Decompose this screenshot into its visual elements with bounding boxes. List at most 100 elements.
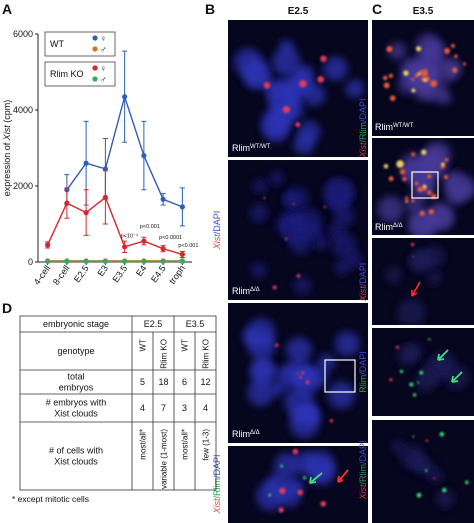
- signal: [423, 78, 427, 82]
- signal: [465, 480, 469, 485]
- signal: [396, 160, 404, 168]
- signal: [419, 370, 424, 375]
- data-point: [64, 258, 70, 265]
- signal: [329, 418, 334, 423]
- side-label-part: /Rlim: [212, 478, 222, 499]
- panel-label: D: [2, 300, 12, 316]
- signal: [416, 46, 422, 52]
- signal: [454, 54, 458, 59]
- nucleus: [273, 452, 300, 479]
- nucleus: [377, 195, 404, 223]
- table-cell: 7: [161, 403, 166, 413]
- signal: [428, 209, 434, 215]
- caption-sup: Δ/Δ: [250, 287, 260, 293]
- signal: [317, 75, 325, 83]
- table-cell: Rlim KO: [160, 339, 169, 369]
- inset-box: [411, 171, 439, 199]
- signal: [411, 199, 415, 203]
- signal: [417, 381, 420, 384]
- image-caption: RlimWT/WT: [375, 122, 414, 132]
- nucleus: [247, 379, 274, 407]
- signal: [427, 174, 432, 179]
- nucleus: [419, 147, 448, 175]
- data-point: [122, 94, 128, 100]
- nucleus: [427, 270, 442, 286]
- signal: [299, 375, 302, 379]
- annotation: p<0.001: [178, 243, 198, 249]
- annotation: p<10⁻⁴: [121, 232, 139, 239]
- signal: [433, 477, 436, 480]
- signal: [416, 492, 422, 498]
- nucleus: [443, 171, 462, 191]
- nucleus: [397, 345, 419, 367]
- signal: [419, 210, 425, 216]
- signal: [412, 393, 417, 397]
- table-cell: 4: [203, 403, 208, 413]
- table-cell: WT: [139, 339, 148, 352]
- nucleus: [304, 450, 335, 480]
- signal: [412, 255, 415, 258]
- signal: [386, 46, 393, 53]
- nucleus: [252, 178, 268, 194]
- nucleus: [405, 195, 425, 215]
- signal: [430, 80, 438, 87]
- table-header: E3.5: [186, 319, 205, 329]
- signal: [389, 95, 396, 101]
- x-tick-label: E3.5: [110, 263, 129, 284]
- legend-box: [44, 31, 116, 57]
- data-point: [102, 166, 108, 172]
- table-cell: most/all*: [181, 429, 190, 460]
- row-label: total: [67, 372, 84, 382]
- table-cell: 6: [182, 377, 187, 387]
- data-point: [102, 194, 108, 200]
- signal: [299, 80, 307, 88]
- data-point: [83, 258, 89, 265]
- nucleus: [271, 47, 301, 77]
- nucleus: [269, 105, 294, 129]
- nucleus: [345, 79, 365, 98]
- side-label-part: /DAPI: [212, 211, 222, 235]
- side-label-part: /Rlim: [358, 122, 368, 143]
- table-cell: 18: [158, 377, 168, 387]
- signal: [404, 199, 409, 203]
- row-label: Xist clouds: [54, 457, 98, 467]
- arrow: [437, 349, 449, 361]
- arrow: [309, 472, 323, 484]
- x-tick-label: E4: [134, 263, 149, 278]
- data-point: [141, 258, 147, 265]
- signal: [395, 345, 400, 349]
- legend-marker: [92, 65, 98, 71]
- signal: [279, 487, 286, 495]
- signal: [280, 464, 284, 468]
- signal: [414, 181, 419, 186]
- signal: [427, 190, 432, 195]
- signal: [444, 47, 451, 54]
- annotation: p<0.0001: [159, 235, 182, 241]
- series-line: [46, 196, 183, 256]
- side-label-part: /DAPI: [358, 263, 368, 287]
- signal: [284, 237, 288, 241]
- data-point: [179, 258, 185, 265]
- data-point: [179, 204, 185, 210]
- signal: [297, 489, 304, 496]
- signal: [444, 158, 449, 162]
- panel-title: E3.5: [413, 6, 434, 17]
- signal: [383, 82, 390, 89]
- x-tick-label: E3: [96, 263, 111, 278]
- table-header: E2.5: [144, 319, 163, 329]
- row-label: genotype: [57, 346, 94, 356]
- signal: [295, 122, 301, 128]
- nucleus: [435, 489, 455, 508]
- signal: [268, 493, 272, 497]
- legend-marker: [92, 46, 98, 52]
- y-tick-label: 0: [28, 257, 33, 267]
- nucleus: [323, 56, 348, 81]
- signal: [420, 69, 424, 73]
- signal: [383, 164, 389, 169]
- side-label: Xist/Rlim/DAPI: [358, 440, 368, 500]
- signal: [388, 176, 394, 182]
- nucleus: [250, 262, 267, 279]
- y-label-part: (cpm): [2, 100, 12, 126]
- signal: [417, 71, 421, 76]
- arrow: [411, 281, 421, 297]
